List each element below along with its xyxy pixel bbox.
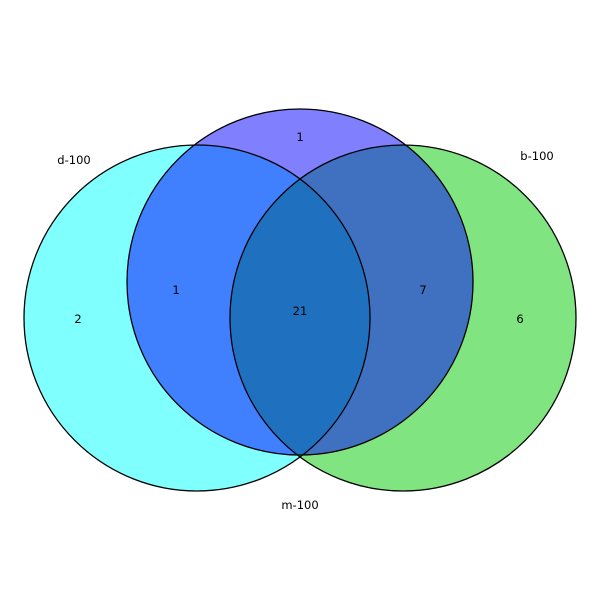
count-b-m: 7 [419,283,426,297]
count-m-only: 1 [296,130,303,144]
set-m-label: m-100 [281,498,318,512]
set-d-outline [23,144,371,492]
set-b-label: b-100 [520,149,553,163]
set-m-outline [126,108,474,456]
set-d-label: d-100 [57,153,90,167]
overlap-d-b-m-region [230,145,370,455]
set-b-outline [229,144,577,492]
count-d-only: 2 [74,312,81,326]
count-d-m: 1 [172,283,179,297]
count-b-only: 6 [516,312,523,326]
count-d-b-m: 21 [293,304,308,318]
